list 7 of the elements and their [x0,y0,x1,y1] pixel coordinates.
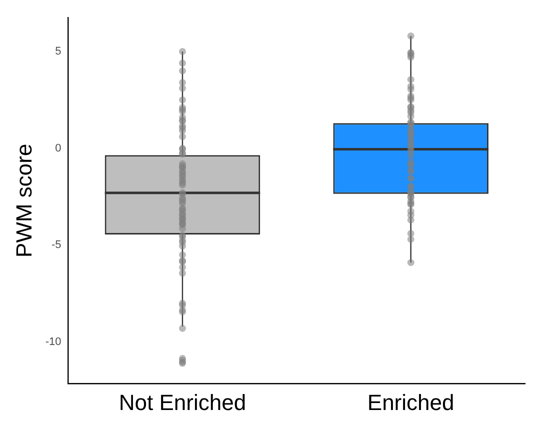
y-tick-label: -10 [45,336,62,348]
x-tick-label: Not Enriched [118,390,246,415]
y-tick-label: -5 [52,239,62,252]
y-tick-label: 0 [55,142,62,154]
y-axis-title: PWM score [11,144,36,258]
x-tick-label: Enriched [367,390,454,415]
y-tick-label: 5 [55,46,62,58]
